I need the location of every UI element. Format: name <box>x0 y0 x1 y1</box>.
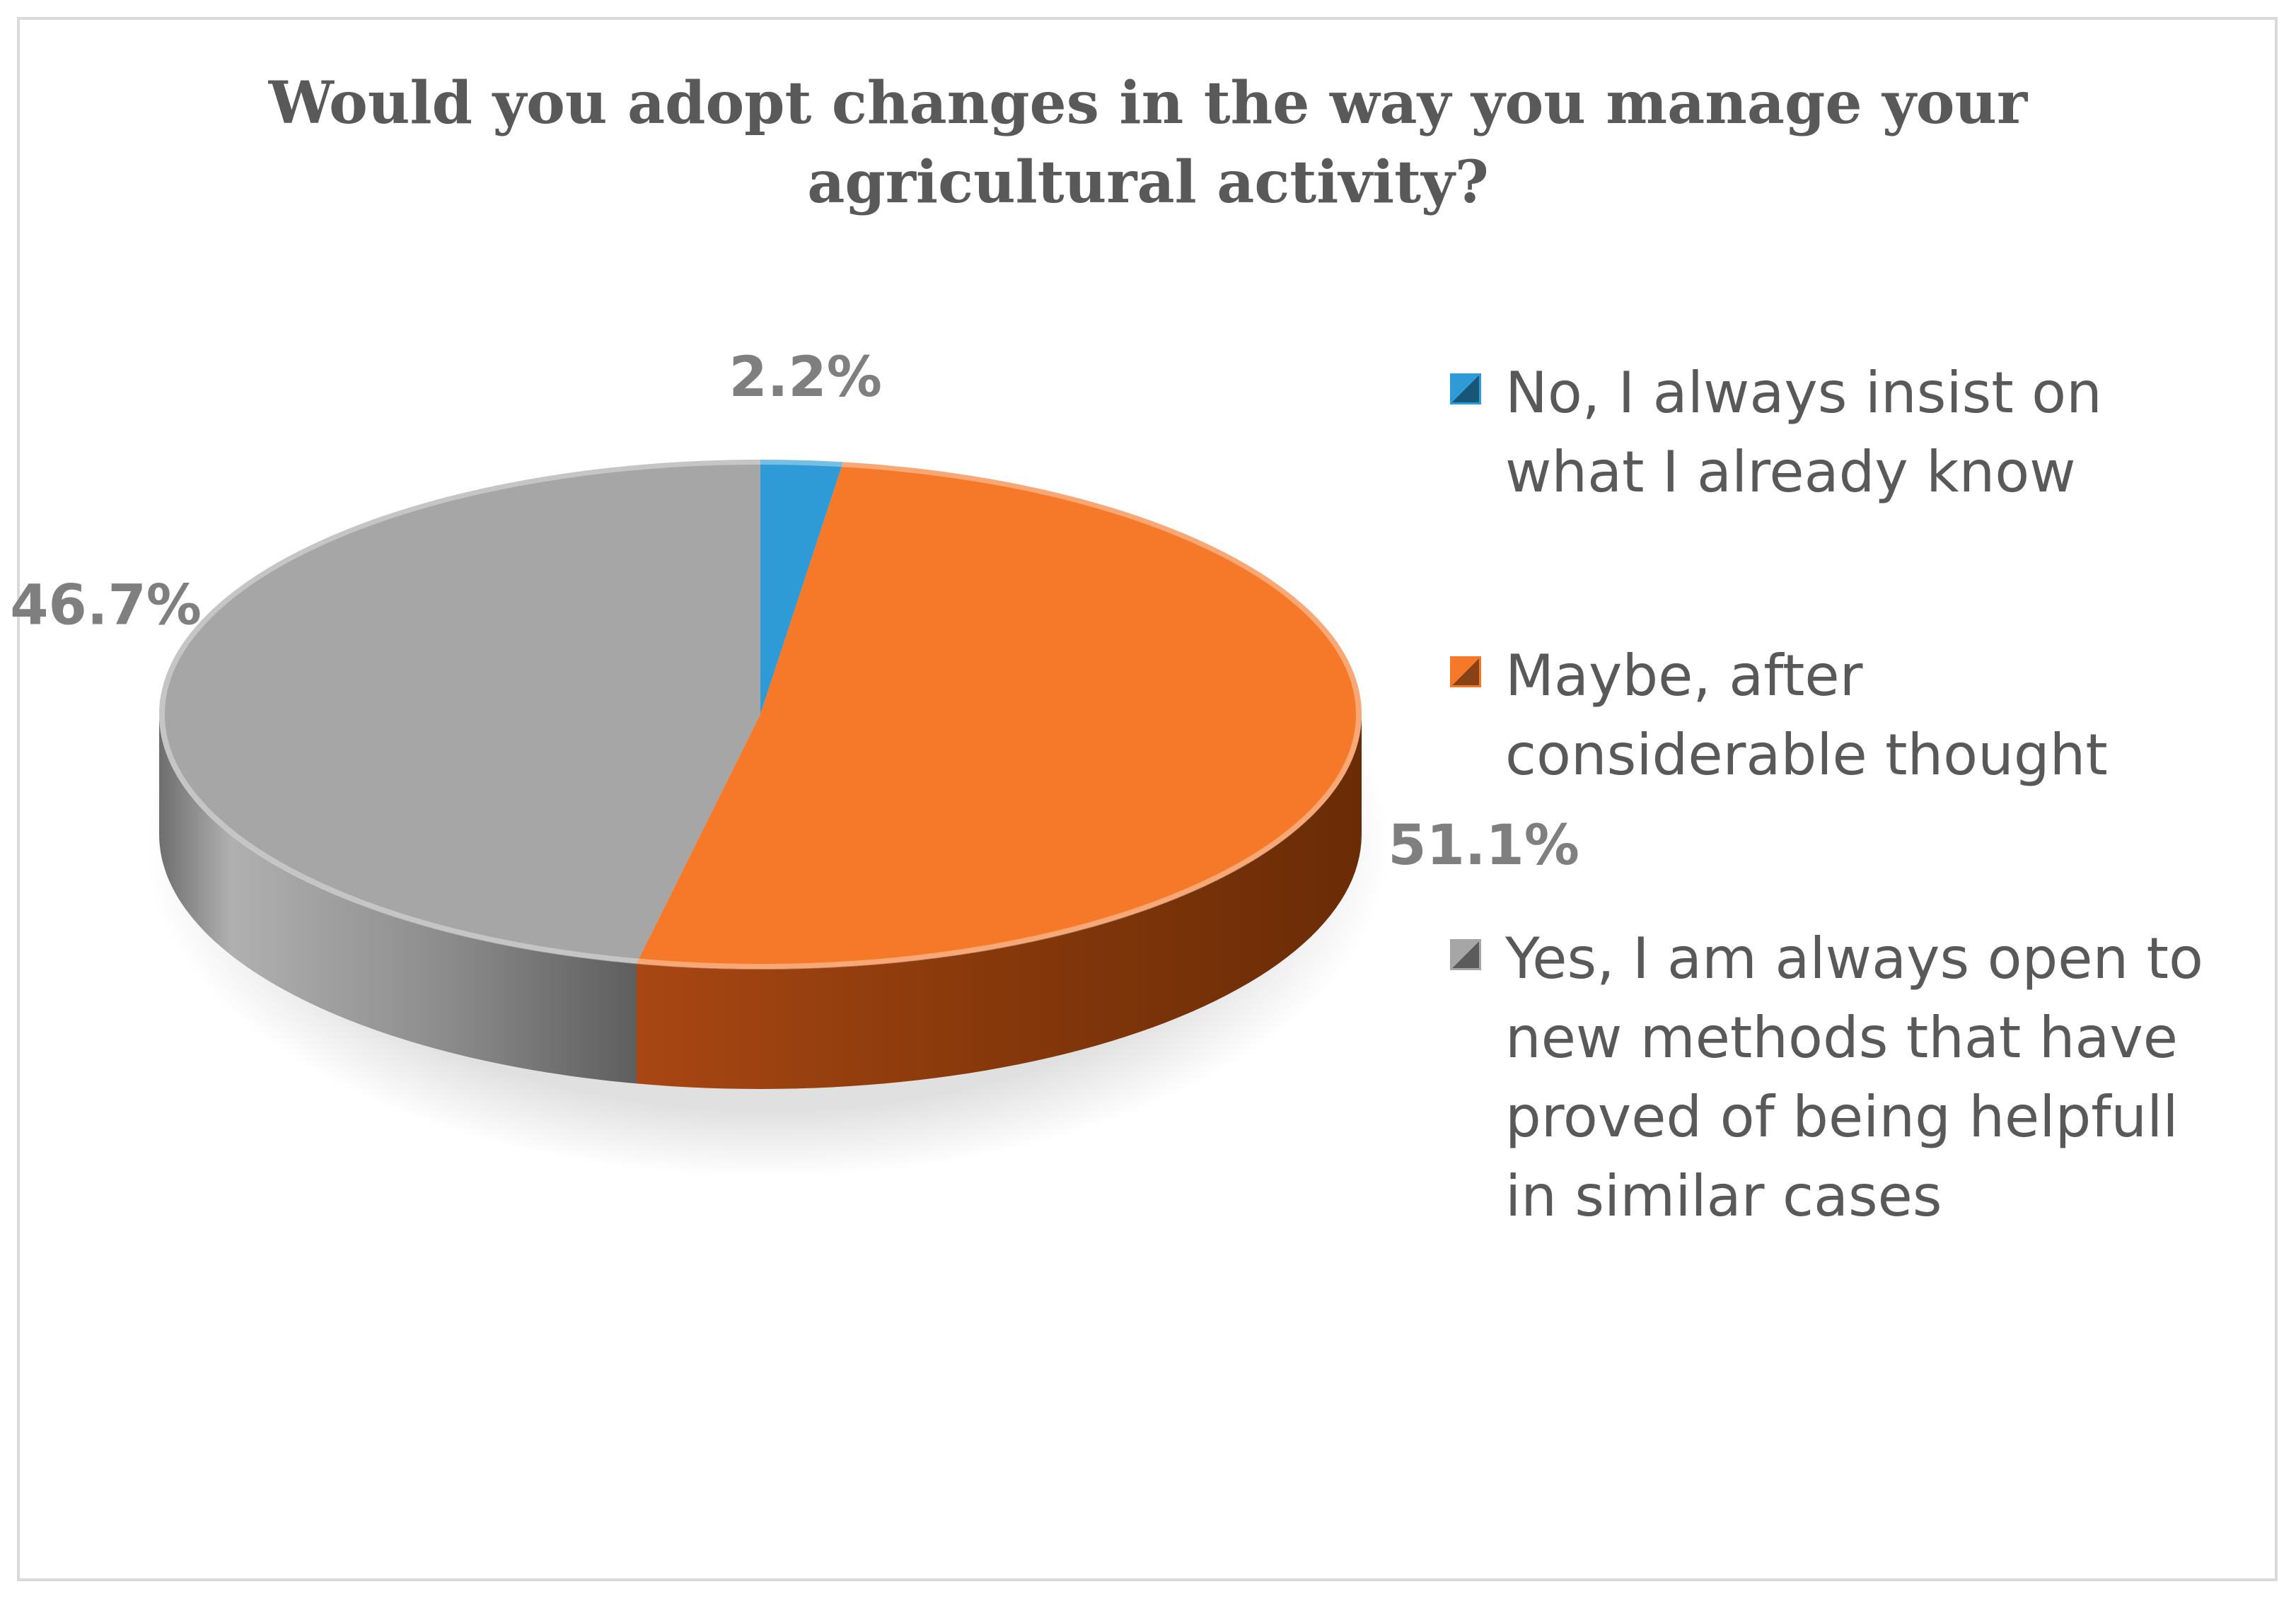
pie-tops <box>159 459 1362 970</box>
legend-swatch-maybe <box>1450 656 1481 687</box>
legend-label-yes-line-3: proved of being helpfull <box>1505 1084 2179 1150</box>
legend-label-yes-line-4: in similar cases <box>1505 1163 1942 1229</box>
chart-title: Would you adopt changes in the way you m… <box>0 64 2296 222</box>
pie-slice-yes <box>159 460 760 964</box>
data-label-no: 2.2% <box>729 346 882 409</box>
pie-side-yes <box>159 714 637 1084</box>
legend-swatch-no <box>1450 373 1481 404</box>
pie-slice-no <box>760 460 844 714</box>
legend-label-maybe: Maybe, after considerable thought <box>1505 636 2220 795</box>
data-label-yes: 46.7% <box>10 574 202 638</box>
legend-label-maybe-line-1: Maybe, after <box>1505 643 1863 709</box>
data-label-maybe: 51.1% <box>1388 814 1579 878</box>
pie-sides <box>159 714 1362 1089</box>
chart-title-line-2: agricultural activity? <box>807 149 1489 216</box>
legend-label-no-line-2: what I already know <box>1505 439 2076 505</box>
legend-label-no-line-1: No, I always insist on <box>1505 360 2102 426</box>
legend-label-no: No, I always insist on what I already kn… <box>1505 354 2220 512</box>
legend-label-maybe-line-2: considerable thought <box>1505 722 2108 788</box>
pie-rim-highlight <box>159 459 1362 970</box>
legend-label-yes-line-1: Yes, I am always open to <box>1505 926 2203 991</box>
legend-swatch-yes <box>1450 939 1481 970</box>
legend-label-yes: Yes, I am always open to new methods tha… <box>1505 919 2220 1236</box>
legend-label-yes-line-2: new methods that have <box>1505 1005 2179 1071</box>
pie-slice-maybe <box>637 462 1362 969</box>
chart-title-line-1: Would you adopt changes in the way you m… <box>268 69 2028 137</box>
pie-side-maybe <box>637 714 1362 1089</box>
pie-labels: 2.2% 51.1% 46.7% <box>10 346 1579 878</box>
